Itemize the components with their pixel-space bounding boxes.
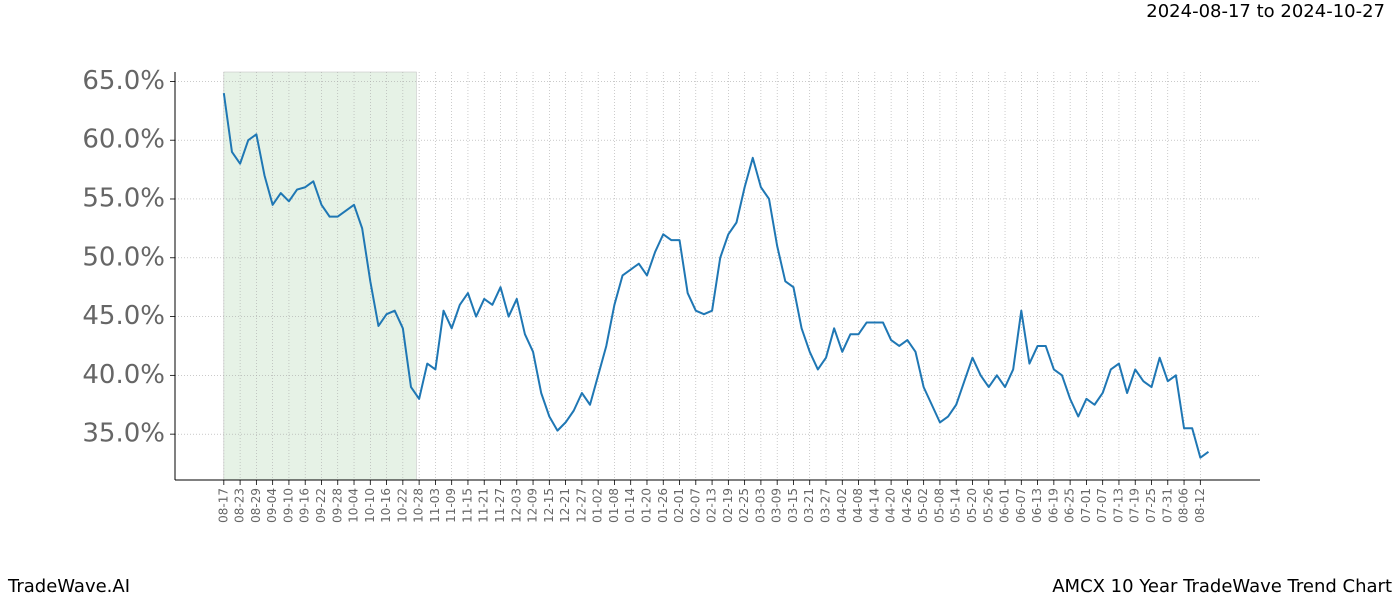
- x-tick-label: 08-06: [1177, 488, 1191, 523]
- x-tick-label: 01-02: [591, 488, 605, 523]
- x-tick-label: 10-16: [379, 488, 393, 523]
- x-tick-label: 12-15: [542, 488, 556, 523]
- x-tick-label: 01-08: [607, 488, 621, 523]
- x-tick-label: 04-14: [867, 488, 881, 523]
- x-tick-label: 03-15: [786, 488, 800, 523]
- x-tick-label: 03-21: [802, 488, 816, 523]
- x-tick-label: 07-31: [1160, 488, 1174, 523]
- x-tick-label: 12-09: [526, 488, 540, 523]
- x-tick-label: 05-14: [949, 488, 963, 523]
- x-tick-label: 02-07: [688, 488, 702, 523]
- x-tick-label: 06-01: [998, 488, 1012, 523]
- x-tick-label: 01-26: [656, 488, 670, 523]
- x-tick-label: 08-17: [216, 488, 230, 523]
- y-tick-label: 60.0%: [82, 125, 165, 155]
- x-tick-label: 06-13: [1030, 488, 1044, 523]
- y-tick-label: 45.0%: [82, 301, 165, 331]
- x-tick-label: 08-29: [249, 488, 263, 523]
- y-tick-label: 65.0%: [82, 66, 165, 96]
- x-tick-label: 09-28: [330, 488, 344, 523]
- x-tick-label: 11-09: [444, 488, 458, 523]
- x-tick-label: 03-03: [753, 488, 767, 523]
- y-tick-label: 40.0%: [82, 360, 165, 390]
- x-tick-label: 07-19: [1128, 488, 1142, 523]
- x-tick-label: 09-10: [281, 488, 295, 523]
- x-tick-label: 07-07: [1095, 488, 1109, 523]
- x-tick-label: 05-26: [981, 488, 995, 523]
- x-tick-label: 10-04: [347, 488, 361, 523]
- x-tick-label: 04-08: [851, 488, 865, 523]
- x-tick-label: 01-20: [639, 488, 653, 523]
- x-tick-label: 02-01: [672, 488, 686, 523]
- x-tick-label: 02-25: [737, 488, 751, 523]
- x-tick-label: 10-10: [363, 488, 377, 523]
- x-tick-label: 11-03: [428, 488, 442, 523]
- chart-caption: AMCX 10 Year TradeWave Trend Chart: [1052, 576, 1392, 597]
- x-tick-label: 05-02: [916, 488, 930, 523]
- x-tick-label: 09-04: [265, 488, 279, 523]
- x-tick-label: 11-27: [493, 488, 507, 523]
- x-tick-label: 01-14: [623, 488, 637, 523]
- x-tick-label: 02-13: [705, 488, 719, 523]
- brand: TradeWave.AI: [7, 576, 130, 597]
- y-tick-label: 35.0%: [82, 419, 165, 449]
- x-tick-label: 11-15: [460, 488, 474, 523]
- y-tick-label: 50.0%: [82, 242, 165, 272]
- x-tick-label: 10-28: [412, 488, 426, 523]
- x-tick-label: 03-27: [819, 488, 833, 523]
- x-tick-label: 06-07: [1014, 488, 1028, 523]
- x-tick-label: 10-22: [395, 488, 409, 523]
- x-tick-label: 12-21: [558, 488, 572, 523]
- x-tick-label: 07-01: [1079, 488, 1093, 523]
- x-tick-label: 02-19: [721, 488, 735, 523]
- x-tick-label: 09-16: [298, 488, 312, 523]
- trend-line: [222, 93, 1210, 459]
- x-tick-label: 04-02: [835, 488, 849, 523]
- x-tick-label: 07-25: [1144, 488, 1158, 523]
- x-tick-label: 05-20: [965, 488, 979, 523]
- x-tick-label: 07-13: [1111, 488, 1125, 523]
- x-tick-label: 09-22: [314, 488, 328, 523]
- y-tick-label: 55.0%: [82, 183, 165, 213]
- date-range: 2024-08-17 to 2024-10-27: [1146, 1, 1385, 22]
- x-tick-label: 06-19: [1046, 488, 1060, 523]
- x-tick-label: 04-20: [884, 488, 898, 523]
- x-tick-label: 08-12: [1193, 488, 1207, 523]
- x-tick-label: 08-23: [233, 488, 247, 523]
- x-tick-label: 04-26: [900, 488, 914, 523]
- highlight-range: [223, 71, 417, 481]
- x-tick-label: 11-21: [477, 488, 491, 523]
- x-tick-label: 12-03: [509, 488, 523, 523]
- x-tick-label: 12-27: [574, 488, 588, 523]
- x-tick-label: 06-25: [1063, 488, 1077, 523]
- x-tick-label: 03-09: [770, 488, 784, 523]
- x-tick-label: 05-08: [932, 488, 946, 523]
